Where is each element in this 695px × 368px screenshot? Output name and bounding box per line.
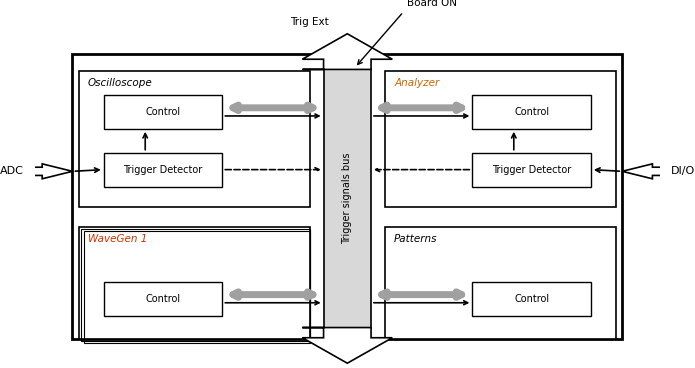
Polygon shape: [28, 164, 72, 179]
Text: DI/O: DI/O: [671, 166, 695, 176]
Bar: [473, 95, 591, 129]
Text: Trigger Detector: Trigger Detector: [124, 164, 203, 175]
Polygon shape: [302, 34, 392, 70]
Bar: [83, 231, 310, 343]
Text: Analyzer: Analyzer: [394, 78, 439, 88]
Bar: [104, 95, 222, 129]
Text: Trigger Detector: Trigger Detector: [492, 164, 571, 175]
Polygon shape: [302, 328, 392, 363]
Polygon shape: [622, 164, 666, 179]
Text: Control: Control: [145, 107, 181, 117]
Bar: [385, 71, 616, 207]
Text: Control: Control: [514, 107, 549, 117]
Bar: [79, 227, 310, 339]
Bar: [473, 153, 591, 187]
Text: WaveGen 1: WaveGen 1: [88, 234, 147, 244]
Bar: [385, 227, 616, 339]
Bar: [104, 153, 222, 187]
Text: Control: Control: [514, 294, 549, 304]
Bar: [79, 71, 310, 207]
Text: ADC: ADC: [0, 166, 24, 176]
Text: Trigger signals bus: Trigger signals bus: [343, 153, 352, 244]
Text: Oscilloscope: Oscilloscope: [88, 78, 153, 88]
Bar: [72, 54, 622, 339]
Bar: [81, 229, 310, 341]
Bar: [104, 282, 222, 316]
Bar: [473, 282, 591, 316]
Text: Board ON: Board ON: [407, 0, 457, 8]
Text: Patterns: Patterns: [394, 234, 438, 244]
Text: Control: Control: [145, 294, 181, 304]
Bar: [324, 70, 371, 328]
Text: Trig Ext: Trig Ext: [290, 17, 329, 27]
